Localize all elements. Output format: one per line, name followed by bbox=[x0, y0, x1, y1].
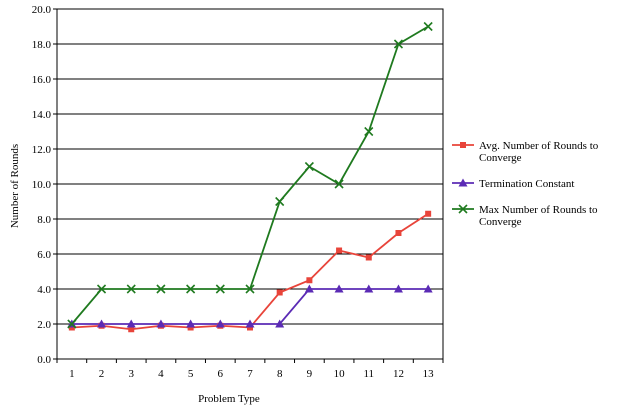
y-tick-label: 10.0 bbox=[32, 179, 52, 191]
y-tick-label: 18.0 bbox=[32, 39, 52, 51]
data-point-series-1 bbox=[395, 230, 402, 236]
data-point-series-3 bbox=[423, 21, 433, 32]
x-tick-label: 2 bbox=[99, 368, 105, 380]
data-point-series-2 bbox=[215, 319, 225, 328]
data-point-series-3 bbox=[334, 179, 344, 189]
y-axis-ticks: 0.0 2.0 4.0 6.0 8.0 10.0 12.0 14.0 16.0 18.0 20.0 bbox=[32, 4, 57, 366]
data-point-series-3 bbox=[96, 284, 107, 294]
legend-marker bbox=[460, 142, 466, 148]
data-point-series-2 bbox=[304, 284, 314, 293]
legend-item-2: Termination Constant bbox=[452, 178, 574, 190]
y-axis-title: Number of Rounds bbox=[9, 144, 21, 228]
data-point-series-2 bbox=[393, 284, 403, 293]
data-point-series-2 bbox=[334, 284, 344, 293]
data-point-series-3 bbox=[67, 319, 77, 329]
data-point-series-1 bbox=[365, 254, 372, 261]
x-tick-label: 12 bbox=[393, 368, 404, 380]
legend-label: Converge bbox=[479, 152, 522, 164]
y-tick-label: 16.0 bbox=[32, 74, 52, 86]
data-point-series-2 bbox=[126, 319, 136, 328]
data-point-series-3 bbox=[215, 284, 225, 294]
x-tick-label: 5 bbox=[188, 368, 194, 380]
data-point-series-3 bbox=[364, 126, 374, 137]
legend-label: Max Number of Rounds to bbox=[479, 204, 598, 216]
data-point-series-2 bbox=[97, 319, 107, 328]
x-tick-label: 9 bbox=[307, 368, 313, 380]
x-tick-label: 6 bbox=[218, 368, 224, 380]
x-axis-title: Problem Type bbox=[198, 393, 260, 405]
series-lines bbox=[71, 25, 429, 331]
x-tick-label: 11 bbox=[363, 368, 374, 380]
data-point-series-2 bbox=[364, 284, 374, 293]
x-tick-label: 4 bbox=[158, 368, 164, 380]
x-tick-label: 13 bbox=[423, 368, 435, 380]
data-point-series-1 bbox=[276, 289, 283, 296]
data-point-series-3 bbox=[126, 284, 136, 294]
data-point-series-2 bbox=[186, 319, 196, 328]
data-point-series-1 bbox=[425, 210, 432, 217]
data-point-series-3 bbox=[156, 284, 166, 294]
y-tick-label: 8.0 bbox=[37, 214, 51, 226]
data-point-series-3 bbox=[245, 284, 255, 294]
data-point-series-3 bbox=[393, 39, 404, 49]
data-point-series-3 bbox=[275, 196, 285, 207]
series-markers bbox=[67, 21, 433, 333]
y-tick-label: 14.0 bbox=[32, 109, 52, 121]
legend-label: Converge bbox=[479, 216, 522, 228]
x-tick-label: 8 bbox=[277, 368, 283, 380]
legend: Avg. Number of Rounds toConvergeTerminat… bbox=[452, 140, 599, 228]
series-line-2 bbox=[71, 288, 429, 325]
x-axis-ticks: 1 2 3 4 5 6 7 8 9 10 11 12 13 bbox=[56, 359, 444, 380]
series-line-3 bbox=[71, 25, 429, 325]
data-point-series-2 bbox=[275, 319, 285, 328]
gridlines bbox=[57, 8, 443, 325]
data-point-series-1 bbox=[336, 247, 343, 254]
y-tick-label: 4.0 bbox=[37, 284, 51, 296]
data-point-series-3 bbox=[304, 161, 314, 172]
y-tick-label: 2.0 bbox=[37, 319, 51, 331]
data-point-series-2 bbox=[245, 319, 255, 328]
data-point-series-2 bbox=[156, 319, 166, 328]
data-point-series-2 bbox=[423, 284, 433, 293]
legend-marker bbox=[458, 204, 468, 214]
series-line-1 bbox=[71, 212, 429, 331]
y-tick-label: 20.0 bbox=[32, 4, 52, 16]
data-point-series-1 bbox=[306, 277, 313, 284]
data-point-series-3 bbox=[186, 284, 196, 294]
x-tick-label: 1 bbox=[69, 368, 75, 380]
x-tick-label: 7 bbox=[247, 368, 253, 380]
legend-label: Avg. Number of Rounds to bbox=[479, 140, 599, 152]
data-point-series-1 bbox=[128, 326, 135, 333]
y-tick-label: 6.0 bbox=[37, 249, 51, 261]
y-tick-label: 12.0 bbox=[32, 144, 52, 156]
legend-marker bbox=[458, 178, 468, 187]
x-tick-label: 10 bbox=[334, 368, 346, 380]
x-tick-label: 3 bbox=[128, 368, 134, 380]
y-tick-label: 0.0 bbox=[37, 354, 51, 366]
legend-label: Termination Constant bbox=[479, 178, 574, 190]
